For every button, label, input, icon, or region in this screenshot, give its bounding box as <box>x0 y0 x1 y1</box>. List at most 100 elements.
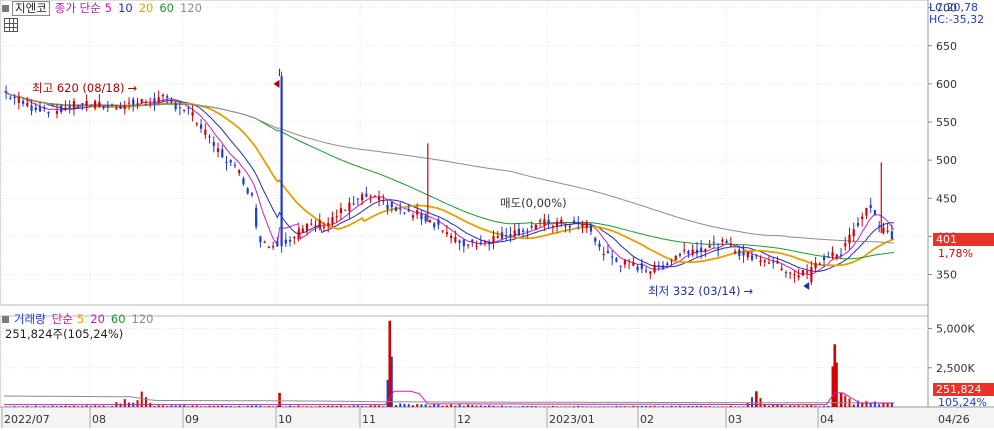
price-ma-period[interactable]: 120 <box>180 1 202 15</box>
volume-bar <box>721 406 723 407</box>
candle-body <box>586 223 588 228</box>
volume-bar <box>433 404 435 407</box>
grid-toggle-icon[interactable] <box>4 18 18 32</box>
volume-bar <box>264 406 266 407</box>
volume-bar <box>26 406 28 407</box>
candle-body <box>759 260 761 262</box>
volume-ma-period[interactable]: 60 <box>111 312 126 326</box>
volume-bar <box>5 406 7 407</box>
volume-bar <box>802 406 804 407</box>
price-ma-period[interactable]: 10 <box>118 1 133 15</box>
price-ma-period[interactable]: 20 <box>139 1 154 15</box>
candle-body <box>569 226 571 228</box>
candle-body <box>365 194 367 197</box>
volume-bar <box>573 406 575 407</box>
volume-collapse-icon[interactable] <box>2 316 9 323</box>
candle-body <box>649 271 651 273</box>
candle-body <box>302 228 304 232</box>
candle-body <box>247 188 249 193</box>
candle-body <box>408 209 410 211</box>
candle-body <box>13 97 15 98</box>
mid-annotation: 매도(0,00%) <box>500 195 567 211</box>
candle-body <box>170 100 172 102</box>
volume-bar <box>310 406 312 407</box>
candle-body <box>802 270 804 275</box>
candle-body <box>268 247 270 248</box>
candle-body <box>285 240 287 244</box>
volume-bar <box>709 406 711 407</box>
candle-body <box>670 261 672 262</box>
volume-bar <box>391 357 393 407</box>
candle-body <box>607 251 609 253</box>
candle-body <box>836 254 838 258</box>
volume-bar <box>344 406 346 407</box>
volume-bar <box>420 404 422 407</box>
price-ma-period[interactable]: 60 <box>159 1 174 15</box>
symbol-selector[interactable]: 지엔코 <box>12 1 50 16</box>
volume-title[interactable]: 거래량 <box>14 311 46 327</box>
volume-bar <box>488 405 490 407</box>
volume-bar <box>827 406 829 407</box>
price-tick-label: 600 <box>936 78 957 91</box>
price-pane-header: 지엔코 종가 단순 5 10 20 60 120 <box>2 0 208 16</box>
candle-body <box>30 105 32 111</box>
volume-bar <box>404 404 406 407</box>
candle-body <box>484 241 486 242</box>
volume-bar <box>230 406 232 407</box>
candle-body <box>179 107 181 108</box>
volume-ma-period[interactable]: 120 <box>132 312 154 326</box>
candle-body <box>861 217 863 220</box>
candle-body <box>56 111 58 114</box>
price-tick-label: 500 <box>936 154 957 167</box>
volume-bar <box>259 406 261 407</box>
volume-bar <box>166 406 168 407</box>
volume-bar <box>509 406 511 407</box>
volume-bar <box>463 406 465 407</box>
volume-ma-period[interactable]: 5 <box>77 312 84 326</box>
volume-bar <box>416 404 418 407</box>
price-ma-label[interactable]: 종가 단순 <box>55 0 101 16</box>
volume-bar <box>374 405 376 407</box>
volume-bar <box>272 406 274 407</box>
candle-body <box>793 274 795 275</box>
candle-body <box>870 205 872 208</box>
volume-bar <box>353 405 355 407</box>
candle-body <box>450 236 452 238</box>
collapse-icon[interactable] <box>2 5 9 12</box>
volume-bar <box>94 405 96 407</box>
candle-body <box>336 216 338 217</box>
candle-body <box>463 240 465 247</box>
candle-body <box>514 230 516 236</box>
candle-body <box>107 105 109 107</box>
candle-body <box>467 244 469 245</box>
candle-body <box>653 265 655 272</box>
candle-body <box>225 162 227 163</box>
candle-body <box>539 221 541 222</box>
candle-body <box>208 136 210 137</box>
volume-bar <box>408 404 410 407</box>
volume-ma-label[interactable]: 단순 <box>52 311 73 327</box>
volume-bar <box>137 400 139 407</box>
volume-bar <box>493 406 495 407</box>
price-ma-period[interactable]: 5 <box>105 1 112 15</box>
volume-bar <box>238 406 240 407</box>
candle-body <box>348 202 350 210</box>
candle-body <box>535 225 537 229</box>
candle-body <box>238 170 240 173</box>
volume-bar <box>450 405 452 407</box>
volume-bar <box>251 406 253 407</box>
candle-body <box>615 258 617 261</box>
volume-bar <box>323 406 325 407</box>
volume-bar <box>268 406 270 407</box>
volume-ma-period[interactable]: 20 <box>90 312 105 326</box>
volume-bar <box>327 406 329 407</box>
candle-body <box>323 227 325 228</box>
candle-body <box>475 246 477 247</box>
candle-body <box>221 150 223 158</box>
candle-body <box>831 252 833 256</box>
volume-bar <box>175 406 177 407</box>
candle-body <box>594 238 596 242</box>
candle-body <box>564 226 566 227</box>
candle-body <box>531 226 533 228</box>
